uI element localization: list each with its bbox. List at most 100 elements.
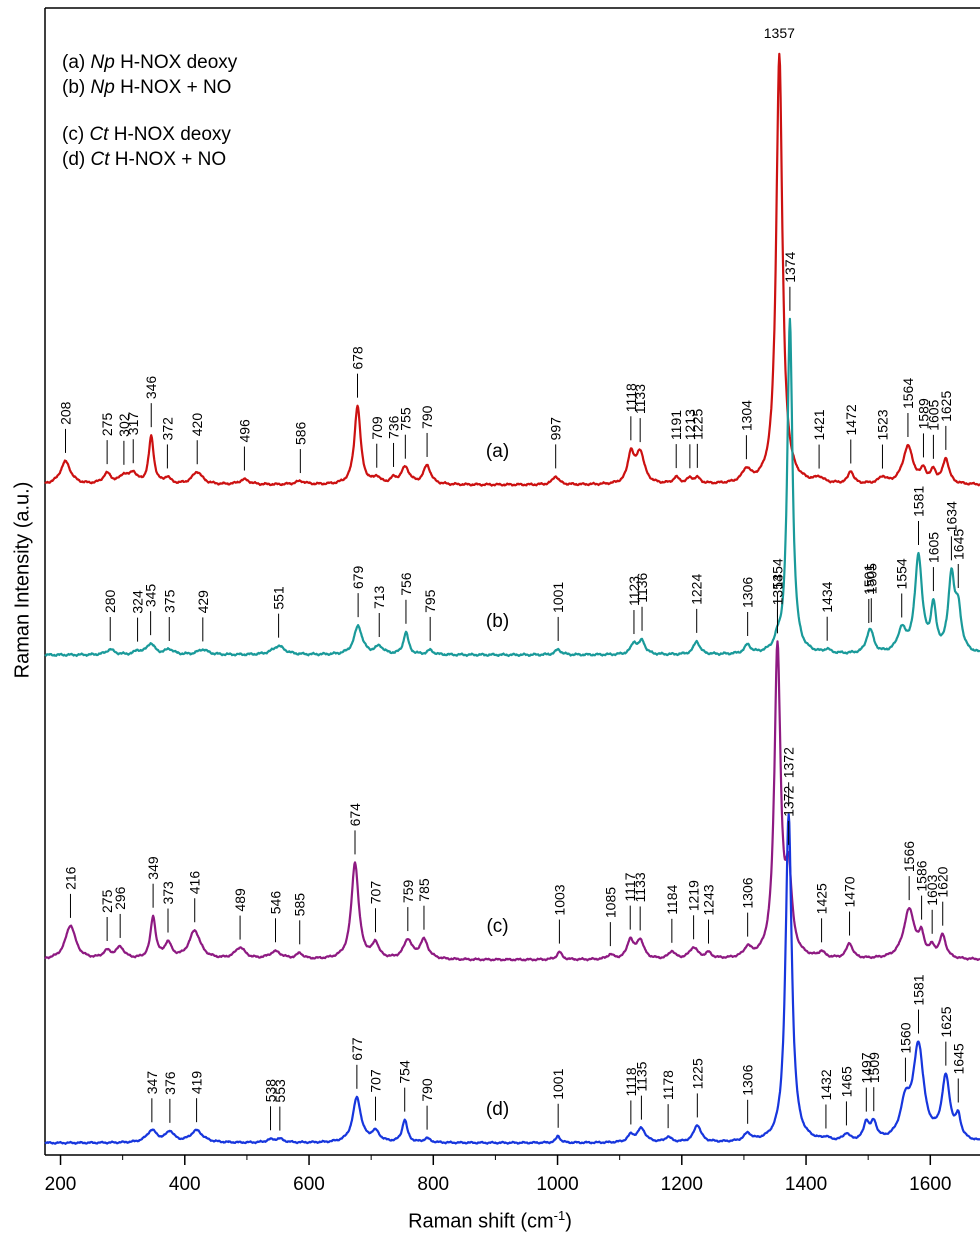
peak-label: 553: [272, 1079, 288, 1103]
series-trace-1: [44, 52, 980, 487]
x-tick-label: 800: [417, 1174, 449, 1195]
peak-label: 1505: [863, 563, 879, 594]
peak-label: 275: [99, 889, 115, 913]
peak-label: 216: [62, 866, 78, 890]
peak-label: 375: [161, 589, 177, 613]
x-tick-label: 1400: [785, 1174, 827, 1195]
series-trace-2: [44, 317, 980, 658]
peak-label: 546: [267, 891, 283, 915]
peak-label: 1586: [914, 860, 930, 891]
peak-label: 1603: [924, 874, 940, 905]
y-axis-label: Raman Intensity (a.u.): [11, 481, 34, 679]
peak-label: 345: [143, 584, 159, 608]
peak-label: 707: [368, 1069, 384, 1093]
peak-label: 1224: [689, 574, 705, 605]
peak-label: 489: [232, 888, 248, 912]
x-ticks: 200 400 600 800 1000 1200 1400 1600: [45, 1155, 951, 1195]
peak-label: 1135: [633, 1061, 649, 1091]
peak-label: 1425: [814, 883, 830, 914]
peak-label: 678: [349, 346, 365, 370]
peak-label: 1374: [782, 251, 798, 282]
x-tick-label: 600: [293, 1174, 325, 1195]
peak-label: 756: [398, 572, 414, 596]
x-tick-label: 200: [45, 1174, 77, 1195]
peak-label: 679: [350, 566, 366, 590]
peak-label: 785: [416, 878, 432, 902]
peak-label: 677: [349, 1037, 365, 1061]
peak-label: 709: [369, 416, 385, 440]
peak-label: 551: [271, 586, 287, 610]
peak-label: 1581: [910, 486, 926, 517]
series-name-label: (d): [486, 1099, 509, 1120]
peak-label: 1304: [738, 400, 754, 431]
x-tick-label: 1600: [909, 1174, 951, 1195]
peak-label: 1581: [910, 974, 926, 1005]
peak-label: 755: [397, 407, 413, 431]
peak-label: 1472: [843, 404, 859, 435]
peak-label: 1001: [550, 582, 566, 613]
peak-label: 707: [368, 881, 384, 905]
peak-label: 790: [419, 405, 435, 429]
peak-label: 585: [292, 893, 308, 917]
peak-label: 1184: [664, 884, 680, 914]
peak-label: 1434: [819, 581, 835, 612]
peak-label: 1225: [689, 409, 705, 440]
peak-label: 373: [160, 881, 176, 905]
peak-label: 1470: [842, 876, 858, 907]
x-tick-label: 400: [169, 1174, 201, 1195]
peak-label: 1509: [866, 1052, 882, 1083]
peak-label: 1589: [915, 398, 931, 429]
peak-label: 1085: [602, 887, 618, 918]
peak-label: 759: [400, 880, 416, 904]
peak-label: 1620: [935, 866, 951, 897]
peak-label: 416: [187, 871, 203, 895]
peak-label: 420: [189, 413, 205, 437]
legend-entry-b: (b) Np H-NOX + NO: [62, 77, 232, 98]
peak-label: 1118: [623, 1067, 639, 1096]
peak-label: 376: [162, 1071, 178, 1095]
peak-label: 1625: [938, 1006, 954, 1037]
peak-label: 317: [125, 412, 141, 436]
peak-label: 346: [143, 376, 159, 400]
peak-label: 1354: [769, 558, 785, 589]
peak-label: 790: [419, 1078, 435, 1102]
peak-label: 372: [159, 417, 175, 441]
peak-label: 1243: [701, 884, 717, 915]
peak-label: 1421: [811, 409, 827, 440]
series-name-label: (c): [486, 916, 508, 937]
peak-label: 1634: [943, 501, 959, 532]
peak-label: 1605: [925, 399, 941, 430]
peak-label: 275: [99, 413, 115, 437]
peak-label: 208: [58, 401, 74, 425]
legend-entry-d: (d) Ct H-NOX + NO: [62, 149, 227, 170]
peak-label: 1133: [632, 872, 648, 902]
peak-label: 1133: [632, 384, 648, 414]
peak-label: 1001: [550, 1068, 566, 1099]
peak-label: 754: [397, 1060, 413, 1084]
series-trace-4: [44, 813, 980, 1145]
peak-label: 1645: [950, 1043, 966, 1074]
peak-label: 1354: [769, 574, 785, 605]
peak-label: 1372: [781, 747, 797, 778]
peak-label: 1136: [634, 572, 650, 602]
peak-label: 280: [102, 589, 118, 613]
x-axis-label: Raman shift (cm-1): [408, 1208, 572, 1233]
peak-label: 674: [347, 803, 363, 827]
peak-label: 296: [112, 886, 128, 910]
peak-label: 1465: [838, 1066, 854, 1097]
series-name-label: (b): [486, 611, 509, 632]
peak-label: 1501: [861, 564, 877, 595]
x-tick-label: 1200: [661, 1174, 703, 1195]
x-tick-label: 1000: [536, 1174, 578, 1195]
peak-label: 586: [292, 421, 308, 445]
peak-label: 1625: [938, 391, 954, 422]
peak-label: 1432: [818, 1069, 834, 1100]
series-name-label: (a): [486, 441, 509, 462]
peak-label: 1178: [660, 1070, 676, 1100]
peak-label: 1191: [668, 410, 684, 440]
peak-label: 1118: [623, 383, 639, 412]
peak-label: 713: [371, 585, 387, 609]
peak-label: 1605: [925, 532, 941, 563]
peak-label: 302: [116, 413, 132, 437]
peak-label: 1523: [874, 409, 890, 440]
